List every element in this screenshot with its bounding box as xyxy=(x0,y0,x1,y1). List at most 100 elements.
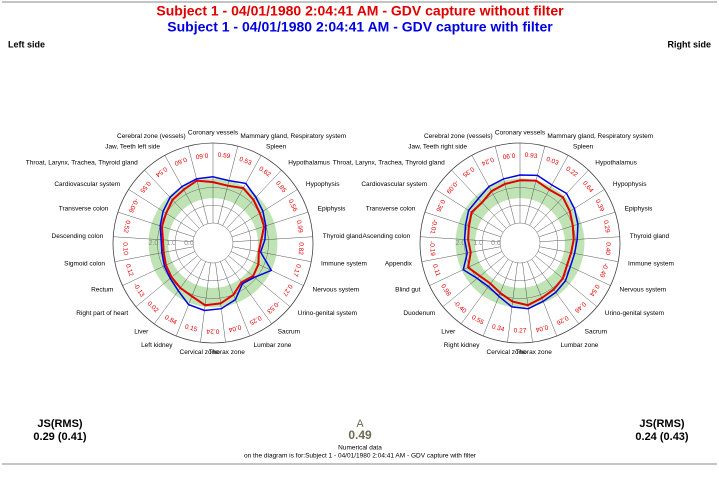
category-label: Lumbar zone xyxy=(560,342,598,349)
category-label: Cervical zone xyxy=(487,349,527,356)
category-label: Mammary gland, Respiratory system xyxy=(547,133,653,140)
title: Subject 1 - 04/01/1980 2:04:41 AM - GDV … xyxy=(156,3,564,19)
indicator-label: 0.93 xyxy=(524,152,538,161)
indicator-label: 0.36 xyxy=(434,198,446,213)
category-label: Urino-genital system xyxy=(605,310,664,317)
indicator-label: 0.04 xyxy=(227,323,241,333)
indicator-label: -0.49 xyxy=(598,262,609,279)
category-label: Spleen xyxy=(266,143,287,150)
category-label: Cervical zone xyxy=(180,349,220,356)
category-label: Cardiovascular system xyxy=(54,181,120,188)
r-tick-label: 0.0 xyxy=(491,240,501,247)
category-label: Nervous system xyxy=(620,287,667,294)
indicator-label: 0.04 xyxy=(534,323,548,333)
spoke xyxy=(538,211,616,238)
category-label: Appendix xyxy=(385,260,413,267)
spoke xyxy=(232,246,312,262)
spoke xyxy=(539,246,619,262)
spoke xyxy=(451,169,507,229)
category-label: Sacrum xyxy=(585,329,607,336)
spoke xyxy=(461,259,509,325)
spoke xyxy=(230,251,304,286)
spoke xyxy=(424,211,502,238)
indicator-label: 0.53 xyxy=(238,156,253,167)
spoke xyxy=(522,262,533,343)
indicator-label: 0.98 xyxy=(439,283,452,298)
category-label: Duodenum xyxy=(403,310,435,317)
category-label: Epiphysis xyxy=(625,206,654,213)
spoke xyxy=(222,155,262,226)
side-title: Right side xyxy=(667,39,711,49)
category-label: Throat, Larynx, Trachea, Thyroid gland xyxy=(333,160,445,167)
indicator-label: 0.02 xyxy=(146,300,160,314)
indicator-label: 0.52 xyxy=(122,220,131,234)
category-label: Right kidney xyxy=(444,342,481,349)
category-label: Nervous system xyxy=(313,287,360,294)
indicator-label: -0.09 xyxy=(444,179,459,195)
category-label: Throat, Larynx, Trachea, Thyroid gland xyxy=(26,160,138,167)
indicator-label: 0.24 xyxy=(206,327,219,334)
category-label: Thyroid gland xyxy=(630,233,670,240)
indicator-label: 0.55 xyxy=(138,180,152,195)
spoke xyxy=(135,255,198,307)
indicator-label: -0.40 xyxy=(452,300,468,316)
metric-value: 0.24 (0.43) xyxy=(635,431,689,443)
series-line xyxy=(160,179,266,307)
category-label: Hypothalamus xyxy=(595,160,637,167)
category-label: Sacrum xyxy=(278,329,300,336)
category-label: Cerebral zone (vessels) xyxy=(117,133,186,140)
category-label: Mammary gland, Respiratory system xyxy=(240,133,346,140)
spoke xyxy=(128,189,197,233)
side-title: Left side xyxy=(8,39,45,49)
category-label: Sigmoid colon xyxy=(64,260,105,267)
spoke xyxy=(537,251,611,286)
indicator-label: 0.24 xyxy=(480,155,495,166)
spoke xyxy=(539,236,620,242)
category-label: Immune system xyxy=(321,260,367,267)
subtitle: Subject 1 - 04/01/1980 2:04:41 AM - GDV … xyxy=(167,19,553,35)
grid-ring xyxy=(174,204,252,282)
category-label: Urino-genital system xyxy=(298,310,357,317)
r-tick-label: 2.0 xyxy=(456,240,466,247)
indicator-label: 0.60 xyxy=(195,151,209,160)
indicator-label: 0.90 xyxy=(502,151,516,160)
spoke xyxy=(114,246,194,262)
grid-ring xyxy=(481,204,559,282)
spoke xyxy=(231,211,309,238)
category-label: Immune system xyxy=(628,260,674,267)
category-label: Descending colon xyxy=(52,233,104,240)
indicator-label: 0.85 xyxy=(274,180,288,195)
series-line xyxy=(159,176,273,312)
indicator-label: 0.27 xyxy=(281,283,294,298)
spoke xyxy=(229,189,298,233)
indicator-label: -0.19 xyxy=(428,241,436,257)
r-tick-label: 2.0 xyxy=(149,240,159,247)
spoke xyxy=(442,255,505,307)
spoke xyxy=(421,246,501,262)
category-label: Ascending colon xyxy=(363,233,411,240)
category-label: Coronary vessels xyxy=(495,130,546,137)
spoke xyxy=(531,259,579,325)
category-label: Thorax zone xyxy=(209,349,246,356)
footnote: on the diagram is for:Subject 1 - 04/01/… xyxy=(244,453,477,460)
spoke xyxy=(429,251,503,286)
metric-value: 0.29 (0.41) xyxy=(33,431,87,443)
category-label: Cardiovascular system xyxy=(361,181,427,188)
spoke xyxy=(232,236,313,242)
spoke xyxy=(117,211,195,238)
grid-ring xyxy=(499,222,541,264)
r-tick-label: 0.0 xyxy=(184,240,194,247)
indicator-label: 0.99 xyxy=(295,220,304,234)
category-label: Jaw, Teeth right side xyxy=(408,143,467,150)
indicator-label: 0.26 xyxy=(555,314,570,326)
indicator-label: 0.55 xyxy=(470,314,485,326)
category-label: Cerebral zone (vessels) xyxy=(424,133,493,140)
indicator-label: 0.59 xyxy=(217,152,231,161)
normal-band xyxy=(148,178,278,308)
indicator-label: 0.56 xyxy=(287,198,299,213)
category-label: Epiphysis xyxy=(318,206,347,213)
category-label: Hypophysis xyxy=(306,181,340,188)
center-note: Numerical data xyxy=(338,445,382,452)
indicator-label: 0.46 xyxy=(573,300,587,314)
indicator-label: 0.11 xyxy=(431,263,442,277)
